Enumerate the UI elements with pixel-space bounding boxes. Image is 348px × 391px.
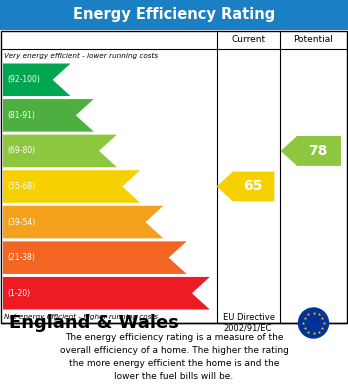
Text: The energy efficiency rating is a measure of the
overall efficiency of a home. T: The energy efficiency rating is a measur…	[60, 333, 288, 381]
Polygon shape	[3, 206, 163, 239]
Polygon shape	[3, 277, 210, 310]
Text: (69-80): (69-80)	[7, 146, 35, 156]
Text: Current: Current	[231, 36, 266, 45]
Text: (39-54): (39-54)	[7, 217, 35, 226]
Text: Not energy efficient - higher running costs: Not energy efficient - higher running co…	[4, 314, 158, 320]
Text: E: E	[153, 215, 163, 229]
Text: Very energy efficient - lower running costs: Very energy efficient - lower running co…	[4, 52, 158, 59]
Text: (1-20): (1-20)	[7, 289, 30, 298]
Text: (55-68): (55-68)	[7, 182, 35, 191]
Text: (92-100): (92-100)	[7, 75, 40, 84]
Polygon shape	[3, 135, 117, 167]
Polygon shape	[3, 170, 140, 203]
Text: G: G	[198, 286, 210, 300]
Polygon shape	[3, 99, 94, 132]
Circle shape	[299, 308, 329, 338]
Text: Potential: Potential	[294, 36, 333, 45]
Text: (81-91): (81-91)	[7, 111, 35, 120]
Text: B: B	[82, 108, 94, 122]
Text: England & Wales: England & Wales	[9, 314, 179, 332]
Polygon shape	[3, 63, 71, 96]
Bar	[0, 0, 348, 30]
Text: EU Directive
2002/91/EC: EU Directive 2002/91/EC	[223, 313, 275, 333]
Text: 65: 65	[243, 179, 262, 194]
Polygon shape	[3, 241, 187, 274]
Text: 78: 78	[308, 144, 327, 158]
Text: D: D	[129, 179, 141, 194]
Polygon shape	[216, 172, 274, 201]
Text: A: A	[60, 73, 71, 87]
Bar	[1, 31, 347, 323]
Text: (21-38): (21-38)	[7, 253, 35, 262]
Text: C: C	[106, 144, 117, 158]
Text: Energy Efficiency Rating: Energy Efficiency Rating	[73, 7, 275, 23]
Polygon shape	[280, 136, 341, 166]
Text: F: F	[176, 251, 186, 265]
